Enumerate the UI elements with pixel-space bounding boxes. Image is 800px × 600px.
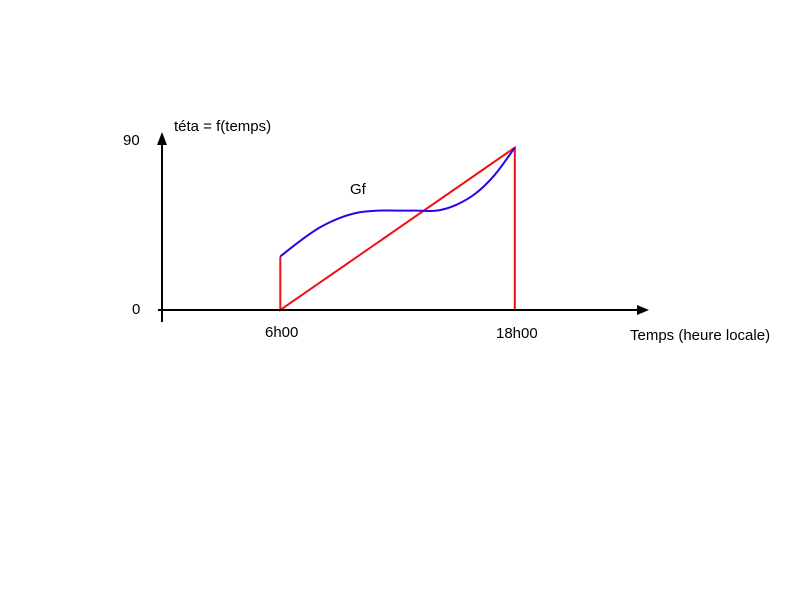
y-axis-arrowhead [157, 132, 167, 145]
y-axis-label: téta = f(temps) [174, 118, 271, 135]
series-baseline-line [163, 145, 632, 312]
x-axis-label: Temps (heure locale) [630, 327, 770, 344]
curve-label-gf: Gf [350, 181, 367, 198]
y-tick-label-90: 90 [123, 132, 140, 149]
series-gf-line [279, 147, 516, 258]
x-tick-label-18h00: 18h00 [496, 325, 538, 342]
y-tick-label-0: 0 [132, 301, 140, 318]
x-axis-arrowhead [637, 305, 649, 315]
x-tick-label-6h00: 6h00 [265, 324, 298, 341]
